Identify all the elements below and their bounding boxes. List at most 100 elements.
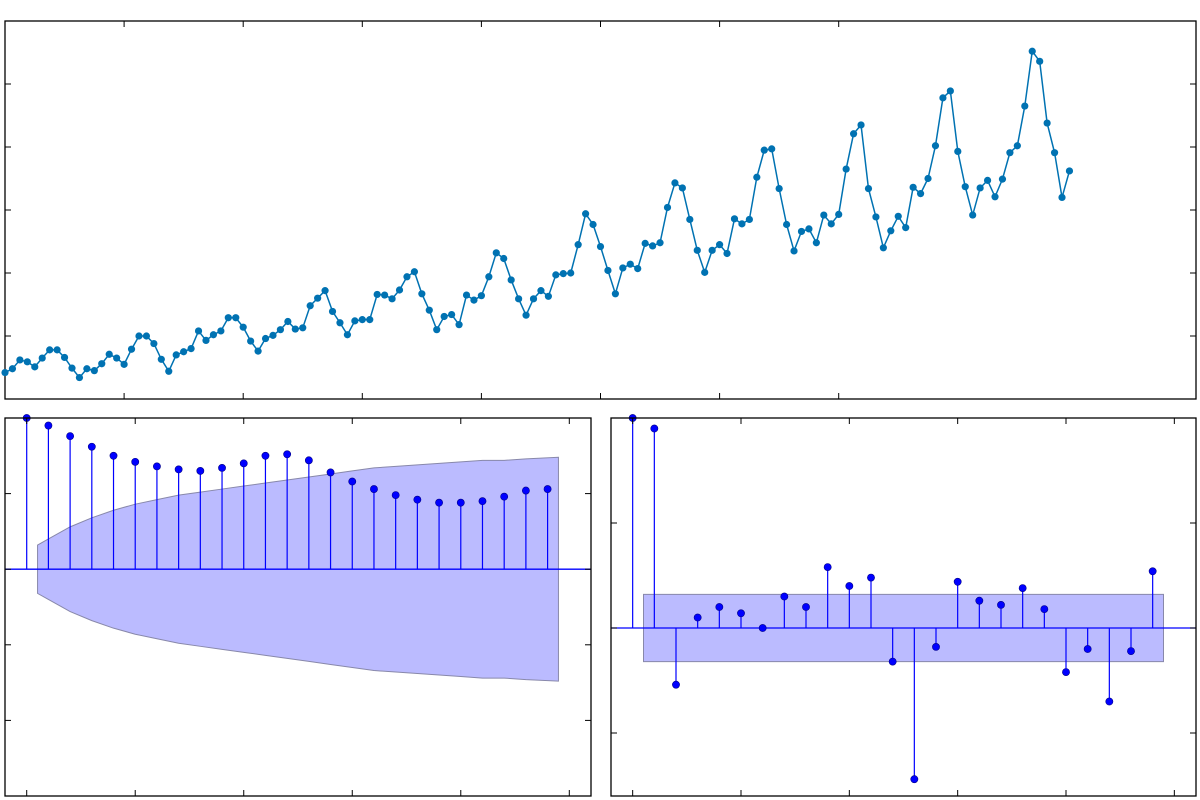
time-series-point xyxy=(299,324,307,332)
time-series-point xyxy=(998,175,1007,183)
time-series-point xyxy=(247,337,255,345)
acf-stem-marker xyxy=(196,467,205,475)
time-series-point xyxy=(343,331,352,339)
time-series-point xyxy=(336,319,344,327)
acf-stem-marker xyxy=(456,498,465,507)
time-series-point xyxy=(38,354,46,362)
time-series-point xyxy=(46,346,54,354)
pacf-stem-marker xyxy=(650,424,659,433)
time-series-point xyxy=(8,365,17,373)
time-series-point xyxy=(172,351,180,359)
time-series-point xyxy=(150,339,158,348)
time-series-point xyxy=(693,246,701,254)
time-series-point xyxy=(1006,149,1014,157)
time-series-point xyxy=(790,247,798,255)
time-series-point xyxy=(23,358,31,366)
acf-stem-marker xyxy=(304,456,313,465)
time-series-point xyxy=(127,345,136,353)
time-series-point xyxy=(730,215,739,223)
time-series-point xyxy=(276,326,285,334)
time-series-point xyxy=(515,295,523,303)
time-series-point xyxy=(686,215,694,224)
time-series-point xyxy=(582,210,590,218)
time-series-point xyxy=(738,220,746,228)
time-series-point xyxy=(916,190,925,198)
time-series-point xyxy=(1021,102,1029,110)
pacf-stem-marker xyxy=(1127,647,1135,655)
pacf-stem-marker xyxy=(715,603,724,611)
pacf-stem-marker xyxy=(737,609,745,618)
pacf-stem-marker xyxy=(1148,567,1157,576)
time-series-point xyxy=(983,176,992,184)
time-series-point xyxy=(708,246,716,254)
time-series-point xyxy=(470,296,478,304)
time-series-point xyxy=(768,145,776,153)
time-series-point xyxy=(120,360,128,368)
pacf-stems xyxy=(628,414,1157,784)
time-series-point xyxy=(589,220,597,229)
acf-stem-marker xyxy=(283,450,292,459)
time-series-point xyxy=(68,364,76,372)
time-series-point xyxy=(1058,193,1066,201)
time-series-point xyxy=(574,241,582,249)
pacf-panel xyxy=(610,414,1197,797)
time-series-point xyxy=(701,268,709,276)
time-series-point xyxy=(812,239,820,247)
time-series-point xyxy=(782,220,791,229)
time-series-point xyxy=(775,184,783,193)
time-series-point xyxy=(663,203,672,212)
time-series-point xyxy=(678,184,686,192)
time-series-point xyxy=(954,147,962,156)
time-series-point xyxy=(991,193,999,201)
acf-stem-marker xyxy=(87,442,96,451)
pacf-stem-marker xyxy=(1062,668,1070,676)
time-series-points xyxy=(1,47,1074,382)
time-series-point xyxy=(909,183,917,191)
acf-stem-marker xyxy=(66,432,75,441)
time-series-point xyxy=(507,276,515,284)
time-series-point xyxy=(1036,57,1044,65)
time-series-point xyxy=(462,291,471,299)
time-series-point xyxy=(261,334,270,343)
time-series-point xyxy=(209,331,218,339)
time-series-point xyxy=(217,327,225,335)
time-series-point xyxy=(649,242,657,250)
acf-stem-marker xyxy=(218,463,226,472)
time-series-point xyxy=(820,211,828,219)
time-series-point xyxy=(1065,167,1074,175)
time-series-point xyxy=(656,239,664,247)
pacf-stem-marker xyxy=(1105,697,1114,706)
time-series-point xyxy=(567,269,575,277)
time-series-point xyxy=(224,314,232,322)
time-series-point xyxy=(485,273,493,281)
time-series-point xyxy=(60,353,69,362)
time-series-point xyxy=(894,212,902,220)
pacf-stem-marker xyxy=(802,603,810,611)
time-series-point xyxy=(961,183,969,191)
acf-stem-marker xyxy=(521,486,530,495)
time-series-point xyxy=(410,268,419,276)
time-series-point xyxy=(939,94,947,102)
time-series-point xyxy=(872,213,880,221)
acf-stem-marker xyxy=(543,485,552,493)
time-series-point xyxy=(1,368,9,377)
time-series-point xyxy=(596,242,605,251)
acf-stem-marker xyxy=(478,497,487,506)
time-series-point xyxy=(403,273,411,281)
time-series-point xyxy=(827,220,835,228)
time-series-point xyxy=(849,130,858,138)
time-series-ticks xyxy=(5,21,1196,399)
acf-stem-marker xyxy=(239,459,248,468)
acf-stem-marker xyxy=(261,451,270,460)
time-series-point xyxy=(611,290,619,298)
time-series-point xyxy=(90,367,98,375)
time-series-point xyxy=(135,332,143,340)
time-series-point xyxy=(1028,47,1036,55)
pacf-stem-marker xyxy=(845,582,854,590)
time-series-point xyxy=(291,325,299,333)
time-series-point xyxy=(433,326,441,334)
time-series-point xyxy=(864,184,873,193)
time-series-point xyxy=(180,348,188,356)
acf-stem-marker xyxy=(153,462,161,471)
